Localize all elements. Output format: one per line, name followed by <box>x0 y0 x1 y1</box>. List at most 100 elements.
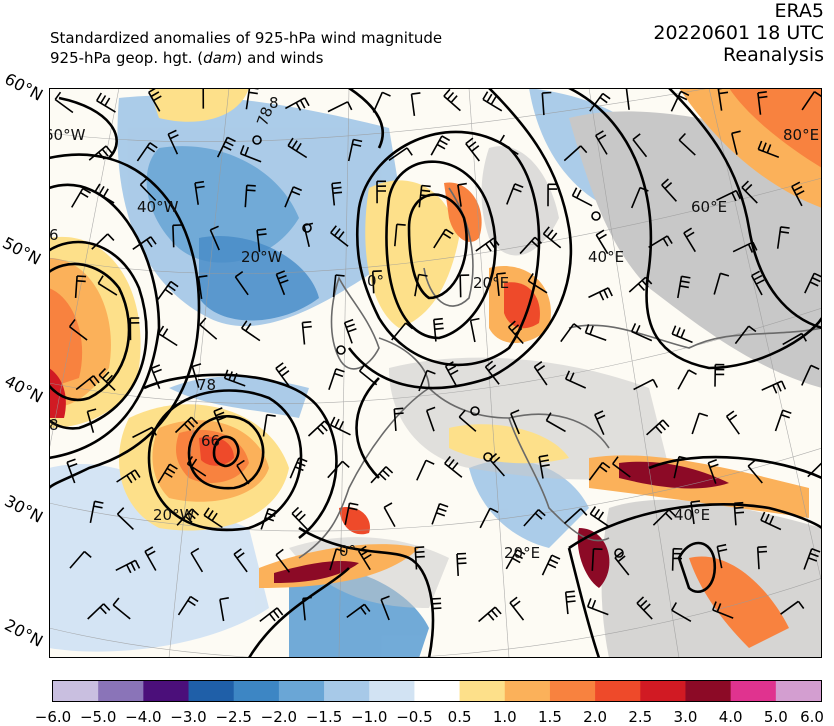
grid-label-60e: 60°E <box>691 198 727 216</box>
wind-barb <box>241 320 261 342</box>
wind-barb <box>157 463 178 484</box>
wind-barb <box>707 459 719 484</box>
wind-barb <box>673 455 688 479</box>
wind-barb <box>712 601 734 619</box>
wind-barb <box>301 321 312 345</box>
wind-barb <box>425 406 436 432</box>
wind-barb <box>112 597 131 620</box>
grid-label-20w-north: 20°W <box>241 248 283 266</box>
wind-barb <box>233 548 248 573</box>
wind-barb <box>571 187 593 207</box>
lat-label-20n: 20°N <box>1 615 47 651</box>
wind-barb <box>584 324 607 342</box>
colorbar-tick-label: −1.5 <box>305 708 343 726</box>
wind-barb <box>327 460 350 479</box>
wind-barb <box>213 407 227 432</box>
colorbar-tick-label: −5.0 <box>79 708 117 726</box>
wind-barb <box>262 414 276 437</box>
wind-barb <box>595 130 608 155</box>
colorbar-tick-label: 6.0 <box>800 708 824 726</box>
wind-barb <box>236 459 250 485</box>
grid-label-20e-north: 20°E <box>473 274 509 292</box>
wind-barb <box>478 606 502 623</box>
colorbar-tick-label: 1.5 <box>538 708 562 726</box>
wind-barb <box>671 547 683 571</box>
wind-barb <box>234 270 249 296</box>
contour-label-66: 66 <box>201 432 220 450</box>
wind-barb <box>303 222 314 247</box>
wind-barb <box>239 145 262 163</box>
chart-title: Standardized anomalies of 925-hPa wind m… <box>50 28 442 68</box>
wind-barb <box>287 137 308 159</box>
wind-barb <box>329 548 346 571</box>
wind-barb <box>538 454 550 479</box>
wind-barb <box>456 552 467 576</box>
wind-barb <box>506 183 524 205</box>
colorbar-tick-label: 3.0 <box>673 708 698 726</box>
wind-barb <box>372 91 391 113</box>
colorbar-frame <box>52 680 822 702</box>
wind-barb <box>343 318 357 344</box>
colorbar-tick-label: 0.5 <box>447 708 472 726</box>
wind-barb <box>132 426 157 439</box>
wind-barb <box>469 317 480 343</box>
type-label: Reanalysis <box>723 44 824 66</box>
wind-barb <box>691 412 709 435</box>
colorbar <box>52 680 822 702</box>
lat-label-40n: 40°N <box>1 371 47 407</box>
wind-barb <box>458 409 477 432</box>
colorbar-tick-label: 1.0 <box>492 708 517 726</box>
wind-barb <box>630 323 653 342</box>
wind-barb <box>519 236 543 255</box>
wind-barb <box>443 88 461 112</box>
wind-barb <box>444 456 463 478</box>
wind-barb <box>780 600 805 615</box>
colorbar-tick-label: −0.5 <box>396 708 433 726</box>
wind-barb <box>344 502 359 525</box>
wind-barb <box>732 241 758 253</box>
grid-label-40e-north: 40°E <box>588 248 624 266</box>
wind-barb <box>628 276 653 293</box>
wind-barb <box>332 274 345 297</box>
wind-barb <box>465 137 480 162</box>
wind-barb <box>564 370 587 389</box>
wind-barb <box>761 380 787 394</box>
wind-barb <box>388 147 413 161</box>
wind-barb <box>713 272 730 295</box>
grid-label-80e: 80°E <box>783 126 819 144</box>
wind-barb <box>275 362 290 387</box>
title-line1: Standardized anomalies of 925-hPa wind m… <box>50 29 443 47</box>
wind-barb <box>89 500 104 524</box>
wind-barb <box>725 410 740 435</box>
wind-barb <box>431 597 442 621</box>
colorbar-swatch <box>53 681 99 701</box>
wind-barb <box>614 551 630 576</box>
wind-barb <box>223 369 246 387</box>
wind-barb <box>459 274 470 298</box>
wind-barb <box>376 180 387 204</box>
colorbar-tick-label: −2.5 <box>215 708 252 726</box>
wind-barb <box>158 325 178 347</box>
colorbar-swatch <box>98 681 144 701</box>
colorbar-swatch <box>775 681 822 701</box>
wind-barb <box>646 419 670 436</box>
colorbar-swatch <box>414 681 461 701</box>
wind-barb <box>484 360 500 385</box>
contour-label-8-north: 8 <box>269 94 279 112</box>
wind-barb <box>801 91 822 111</box>
wind-barb <box>191 363 202 388</box>
wind-barb <box>330 225 349 247</box>
wind-barb <box>393 407 404 431</box>
colorbar-swatch <box>143 681 190 701</box>
colorbar-swatch <box>640 681 686 701</box>
wind-barb <box>533 361 548 386</box>
wind-barb <box>479 507 499 529</box>
wind-barb <box>588 461 611 481</box>
wind-barb <box>677 275 691 299</box>
wind-barb <box>563 145 588 162</box>
wind-barb <box>457 182 467 207</box>
wind-barb <box>509 596 525 621</box>
wind-barb <box>589 506 610 527</box>
wind-barb <box>690 500 701 525</box>
wind-barb <box>594 410 606 436</box>
